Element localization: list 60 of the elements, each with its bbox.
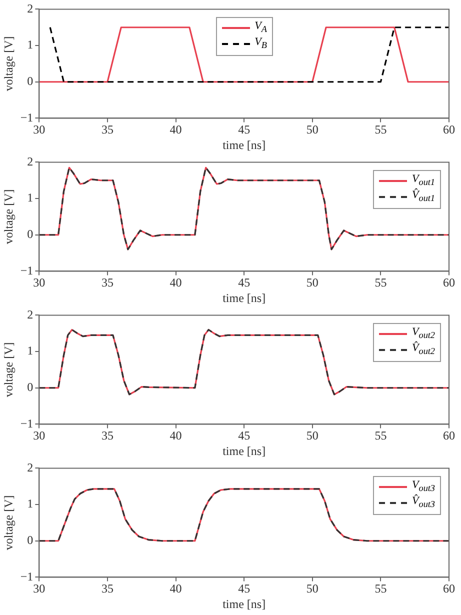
x-tick-label: 45: [238, 582, 250, 596]
y-tick-label: 2: [27, 460, 34, 474]
x-tick-label: 50: [306, 122, 318, 137]
x-tick-label: 30: [33, 582, 46, 596]
y-axis-title: voltage [V]: [1, 36, 16, 92]
x-tick-label: 60: [443, 428, 455, 443]
y-tick-label: −1: [20, 263, 34, 278]
x-tick-label: 30: [33, 428, 46, 443]
y-tick-label: 0: [27, 380, 34, 394]
x-tick-label: 35: [101, 276, 114, 290]
y-tick-label: −1: [20, 110, 34, 124]
x-tick-label: 50: [306, 582, 318, 596]
y-tick-label: 1: [27, 38, 34, 52]
legend-label: V̂$_{out2}$: [412, 342, 436, 359]
y-tick-label: 2: [27, 307, 34, 322]
x-axis-title: time [ns]: [222, 596, 266, 611]
y-axis-title: voltage [V]: [1, 342, 16, 398]
x-tick-label: 40: [170, 428, 182, 443]
x-tick-label: 55: [374, 122, 387, 137]
x-tick-label: 35: [101, 582, 114, 596]
x-axis-title: time [ns]: [222, 444, 266, 458]
legend-label: V$_{B}$: [254, 36, 267, 53]
y-axis-title: voltage [V]: [1, 495, 16, 550]
x-tick-label: 45: [238, 276, 250, 290]
y-tick-label: −1: [20, 569, 34, 584]
y-tick-label: 0: [27, 533, 34, 548]
x-tick-label: 55: [374, 276, 387, 290]
legend-label: V$_{A}$: [254, 20, 267, 36]
y-tick-label: −1: [20, 416, 34, 430]
x-tick-label: 45: [238, 428, 250, 443]
y-tick-label: 1: [27, 344, 34, 358]
x-tick-label: 55: [374, 582, 387, 596]
y-tick-label: 2: [27, 1, 34, 16]
x-tick-label: 35: [101, 122, 114, 137]
x-tick-label: 40: [170, 582, 182, 596]
legend-label: V$_{out2}$: [412, 326, 436, 341]
x-tick-label: 40: [170, 122, 182, 137]
x-tick-label: 35: [101, 428, 114, 443]
x-tick-label: 60: [443, 276, 455, 290]
legend-label: V$_{out3}$: [412, 479, 436, 494]
y-tick-label: 1: [27, 190, 34, 205]
y-axis-title: voltage [V]: [1, 189, 16, 244]
x-axis-title: time [ns]: [222, 138, 266, 152]
y-tick-label: 0: [27, 227, 34, 242]
x-tick-label: 45: [238, 122, 250, 137]
y-tick-label: 2: [27, 154, 34, 168]
x-tick-label: 60: [443, 122, 455, 137]
x-tick-label: 30: [33, 122, 46, 137]
legend-label: V$_{out1}$: [412, 173, 436, 188]
x-tick-label: 50: [306, 428, 318, 443]
x-axis-title: time [ns]: [222, 290, 266, 305]
x-tick-label: 60: [443, 582, 455, 596]
x-tick-label: 40: [170, 276, 182, 290]
legend-label: V̂$_{out3}$: [412, 495, 436, 512]
x-tick-label: 50: [306, 276, 318, 290]
y-tick-label: 1: [27, 496, 34, 511]
x-tick-label: 30: [33, 276, 46, 290]
y-tick-label: 0: [27, 74, 34, 88]
legend-label: V̂$_{out1}$: [412, 189, 436, 206]
x-tick-label: 55: [374, 428, 387, 443]
